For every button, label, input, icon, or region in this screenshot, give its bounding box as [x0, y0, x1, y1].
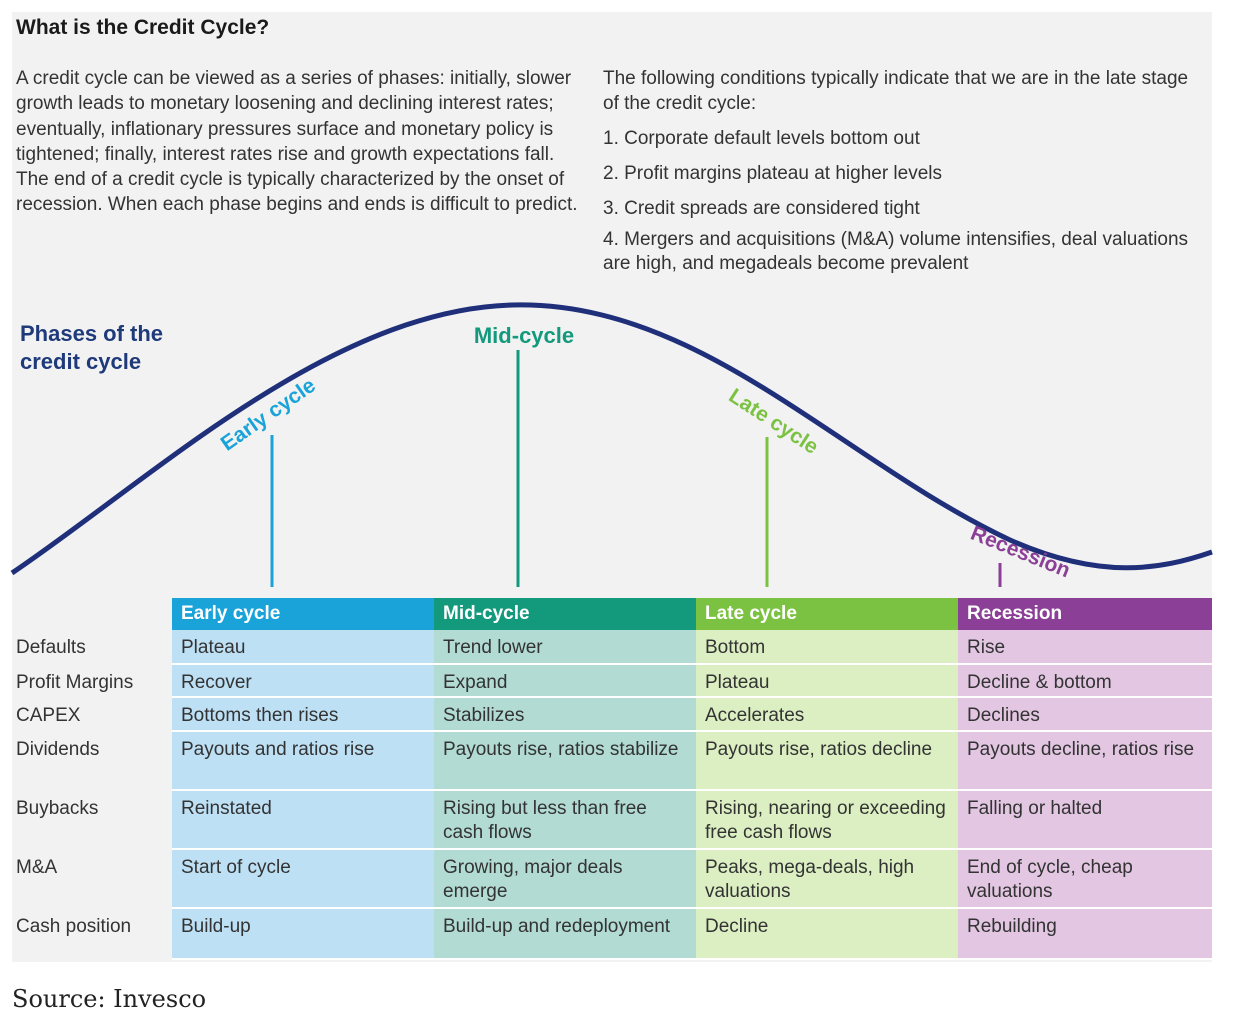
table-corner [12, 598, 172, 630]
table-cell: Payouts decline, ratios rise [958, 731, 1212, 791]
row-label: Profit Margins [12, 664, 172, 698]
table-cell: Rise [958, 630, 1212, 665]
table-cell: Trend lower [434, 630, 696, 665]
table-cell: Bottom [696, 630, 958, 665]
table-cell: Declines [958, 697, 1212, 732]
table-cell: Plateau [696, 664, 958, 698]
source-note: Source: Invesco [12, 985, 207, 1013]
table-cell: Decline [696, 908, 958, 960]
table-row: Buybacks Reinstated Rising but less than f… [12, 790, 1212, 850]
header-recession: Recession [958, 598, 1212, 630]
table-header-row: Early cycle Mid-cycle Late cycle Recessi… [12, 598, 1212, 630]
row-label: Defaults [12, 630, 172, 665]
recession-curve-label: Recession [967, 522, 1073, 583]
header-early-cycle: Early cycle [172, 598, 434, 630]
row-label: Buybacks [12, 790, 172, 850]
condition-item: 4. Mergers and acquisitions (M&A) volume… [603, 228, 1189, 274]
table-cell: Peaks, mega-deals, high valuations [696, 849, 958, 909]
phase-characteristics-table: Early cycle Mid-cycle Late cycle Recessi… [12, 598, 1212, 960]
table-cell: Stabilizes [434, 697, 696, 732]
table-cell: Falling or halted [958, 790, 1212, 850]
condition-item: 3. Credit spreads are considered tight [603, 197, 920, 219]
table-row: M&A Start of cycle Growing, major deals em… [12, 849, 1212, 909]
row-label: Dividends [12, 731, 172, 791]
conditions-intro: The following conditions typically indic… [603, 68, 1189, 115]
table-cell: Plateau [172, 630, 434, 665]
table-cell: Payouts and ratios rise [172, 731, 434, 791]
table-cell: Reinstated [172, 790, 434, 850]
table-cell: Rebuilding [958, 908, 1212, 960]
row-label: Cash position [12, 908, 172, 960]
mid-cycle-curve-label: Mid-cycle [474, 323, 574, 348]
condition-item: 2. Profit margins plateau at higher leve… [603, 162, 943, 184]
table-cell: Accelerates [696, 697, 958, 732]
table-row: Dividends Payouts and ratios rise Payouts … [12, 731, 1212, 791]
phases-heading: Phases of the credit cycle [20, 321, 164, 374]
page-title: What is the Credit Cycle? [16, 16, 270, 39]
table-cell: Decline & bottom [958, 664, 1212, 698]
table-cell: Growing, major deals emerge [434, 849, 696, 909]
table-cell: Recover [172, 664, 434, 698]
row-label: CAPEX [12, 697, 172, 732]
table-cell: Start of cycle [172, 849, 434, 909]
table-row: Defaults Plateau Trend lower Bottom Rise [12, 630, 1212, 665]
table-cell: Bottoms then rises [172, 697, 434, 732]
header-mid-cycle: Mid-cycle [434, 598, 696, 630]
table-row: Profit Margins Recover Expand Plateau Declin… [12, 664, 1212, 698]
table-cell: Rising, nearing or exceeding free cash f… [696, 790, 958, 850]
table-cell: Build-up [172, 908, 434, 960]
condition-item: 1. Corporate default levels bottom out [603, 127, 920, 149]
table-row: CAPEX Bottoms then rises Stabilizes Acceler… [12, 697, 1212, 732]
table-row: Cash position Build-up Build-up and redepl… [12, 908, 1212, 960]
conditions-block: The following conditions typically indic… [603, 66, 1203, 276]
table-cell: Payouts rise, ratios stabilize [434, 731, 696, 791]
header-late-cycle: Late cycle [696, 598, 958, 630]
table-cell: Payouts rise, ratios decline [696, 731, 958, 791]
cycle-curve [10, 302, 1213, 576]
intro-paragraph: A credit cycle can be viewed as a series… [16, 68, 578, 216]
table-cell: Build-up and redeployment [434, 908, 696, 960]
table-cell: End of cycle, cheap valuations [958, 849, 1212, 909]
credit-cycle-diagram: Early cycle Mid-cycle Late cycle Recessi… [10, 302, 1213, 587]
table-cell: Rising but less than free cash flows [434, 790, 696, 850]
row-label: M&A [12, 849, 172, 909]
table-cell: Expand [434, 664, 696, 698]
